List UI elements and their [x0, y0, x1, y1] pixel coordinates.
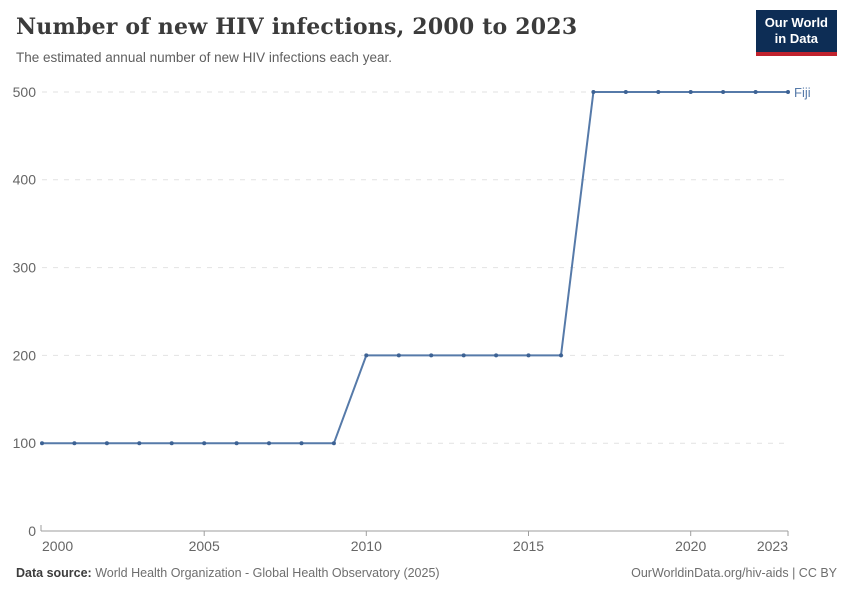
data-point[interactable]	[202, 441, 207, 446]
data-point[interactable]	[753, 90, 758, 94]
data-point[interactable]	[688, 90, 693, 94]
data-point[interactable]	[494, 353, 499, 358]
y-axis-tick-label: 200	[13, 347, 37, 363]
chart-footer: Data source: World Health Organization -…	[16, 566, 837, 580]
data-point[interactable]	[461, 353, 466, 358]
data-point[interactable]	[559, 353, 563, 358]
y-axis-tick-label: 100	[13, 435, 37, 451]
x-axis-tick-label: 2023	[757, 538, 788, 554]
data-source-text: World Health Organization - Global Healt…	[91, 566, 440, 580]
x-axis-tick-label: 2000	[42, 538, 73, 554]
data-point[interactable]	[137, 441, 142, 446]
data-point[interactable]	[396, 353, 401, 358]
x-axis-tick-label: 2015	[513, 538, 544, 554]
chart-title: Number of new HIV infections, 2000 to 20…	[16, 14, 578, 40]
y-axis-tick-label: 400	[13, 172, 37, 188]
x-axis-tick-label: 2010	[351, 538, 382, 554]
data-source-label: Data source:	[16, 566, 92, 580]
data-point[interactable]	[234, 441, 239, 446]
data-point[interactable]	[429, 353, 434, 358]
data-point[interactable]	[72, 441, 77, 446]
data-point[interactable]	[331, 441, 336, 446]
data-point[interactable]	[591, 90, 596, 94]
data-point[interactable]	[267, 441, 271, 446]
data-point[interactable]	[169, 441, 174, 446]
owid-citation-link[interactable]: OurWorldinData.org/hiv-aids | CC BY	[631, 566, 837, 580]
data-point[interactable]	[364, 353, 369, 358]
owid-logo-line1: Our World	[764, 15, 828, 30]
x-axis-tick-label: 2020	[675, 538, 706, 554]
y-axis-tick-label: 500	[13, 84, 37, 100]
data-point[interactable]	[786, 90, 790, 94]
fiji-series-line[interactable]	[42, 91, 788, 445]
series-label-fiji[interactable]: Fiji	[794, 85, 811, 100]
chart-subtitle: The estimated annual number of new HIV i…	[16, 50, 392, 65]
data-point[interactable]	[526, 353, 531, 358]
data-source-note: Data source: World Health Organization -…	[16, 566, 440, 580]
data-point[interactable]	[623, 90, 628, 94]
data-point[interactable]	[656, 90, 661, 94]
data-point[interactable]	[40, 441, 44, 446]
y-axis-tick-label: 300	[13, 260, 37, 276]
data-point[interactable]	[104, 441, 109, 446]
data-point[interactable]	[721, 90, 726, 94]
owid-logo[interactable]: Our World in Data	[755, 10, 837, 56]
x-axis-tick-label: 2005	[189, 538, 220, 554]
y-axis-tick-label: 0	[28, 523, 36, 539]
data-point[interactable]	[299, 441, 304, 446]
owid-logo-line2: in Data	[774, 31, 819, 47]
